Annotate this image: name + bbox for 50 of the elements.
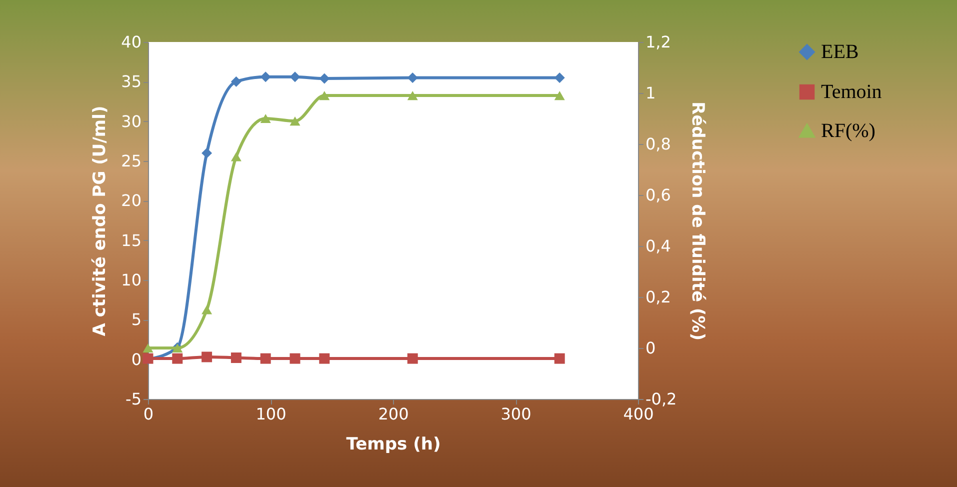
y2-tick-label: 0,6 [646, 186, 671, 204]
point [319, 91, 330, 100]
point [230, 76, 242, 87]
point [230, 152, 242, 162]
point [260, 353, 271, 364]
x-tick-label: 200 [378, 404, 409, 424]
y-tick-label: 5 [131, 310, 142, 330]
y-tick-label: 15 [121, 230, 142, 250]
point [407, 353, 418, 364]
point [554, 91, 565, 100]
point [319, 353, 330, 364]
point [230, 352, 242, 363]
y2-tick-label: 1 [646, 84, 656, 102]
y-axis-title: A ctivité endo PG (U/ml) [90, 106, 110, 336]
y2-tick-label: 0,8 [646, 134, 671, 154]
y-tick-label: -5 [126, 390, 142, 408]
legend-label: Temoin [821, 81, 882, 103]
x-axis-title: Temps (h) [346, 434, 441, 454]
y2-axis-title: Réduction de fluidité (%) [688, 102, 708, 340]
legend-label: EEB [821, 41, 859, 63]
point [554, 353, 565, 364]
point [407, 91, 418, 100]
y-tick-label: 25 [121, 152, 142, 170]
point [407, 72, 418, 83]
point [319, 73, 330, 84]
y2-tick-label: 0,4 [646, 236, 671, 256]
y-tick-label: 10 [121, 270, 142, 290]
y2-tick-label: 1,2 [646, 32, 671, 52]
x-tick-label: 300 [500, 404, 532, 424]
point [260, 72, 271, 82]
point [142, 343, 154, 353]
point [202, 148, 212, 158]
y-tick-label: 0 [131, 350, 142, 369]
y-tick-label: 30 [121, 112, 142, 131]
x-tick-label: 100 [256, 404, 286, 424]
y2-tick-label: 0,2 [646, 288, 671, 306]
y-tick-label: 20 [121, 191, 142, 210]
point [554, 72, 565, 83]
point [290, 116, 300, 126]
point [202, 305, 212, 314]
point [290, 72, 300, 82]
x-tick-label: 0 [143, 404, 154, 424]
point [260, 114, 271, 124]
legend-label: RF(%) [821, 120, 876, 142]
point [202, 352, 212, 362]
y-tick-label: 40 [121, 32, 142, 52]
point [172, 353, 183, 364]
y2-tick-label: 0 [646, 338, 656, 358]
y-tick-label: 35 [121, 72, 142, 92]
point [290, 353, 300, 364]
